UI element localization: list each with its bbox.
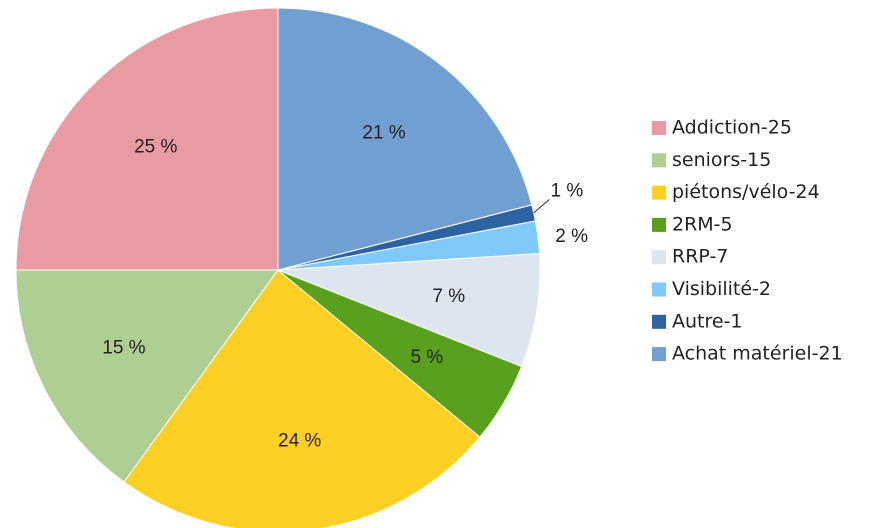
legend-swatch [652,121,666,135]
data-label: 5 % [410,347,443,368]
legend-label: Addiction-25 [672,117,792,139]
pie-slice [123,269,481,528]
data-label: 1 % [550,180,583,201]
data-label: 2 % [555,226,588,247]
legend-swatch [652,217,666,232]
legend-label: 2RM-5 [672,213,733,235]
legend-swatch [652,250,666,265]
leader-line [533,199,550,214]
data-label: 7 % [432,286,465,307]
legend-label: Visibilité-2 [672,278,771,300]
pie-slice [15,7,279,271]
legend-swatch [652,282,666,297]
data-label: 21 % [362,122,405,143]
legend-label: piétons/vélo-24 [672,181,820,203]
legend-label: Autre-1 [672,310,743,332]
pie-slice [15,269,279,483]
pie-slice [277,7,533,271]
legend-swatch [652,185,666,200]
legend-label: RRP-7 [672,246,728,268]
data-label: 15 % [102,338,145,359]
legend-swatch [652,314,666,329]
legend-label: seniors-15 [672,149,771,171]
pie-slice [277,253,541,368]
data-label: 24 % [278,431,321,452]
legend-swatch [652,153,666,168]
legend-swatch [652,347,666,362]
legend-label: Achat matériel-21 [672,343,843,365]
data-label: 25 % [134,137,177,158]
